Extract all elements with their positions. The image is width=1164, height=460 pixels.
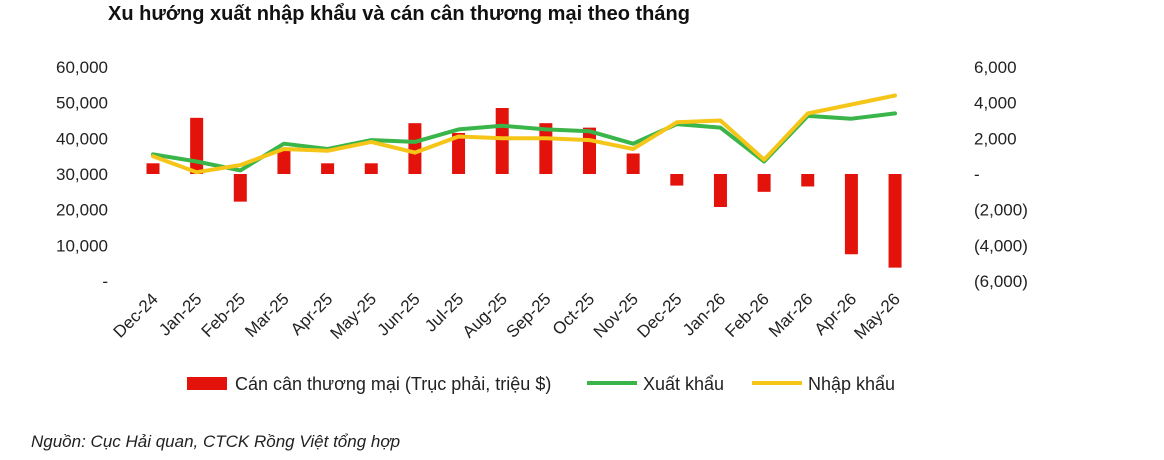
x-tick-label: Nov-25 <box>590 289 642 341</box>
x-tick-label: Sep-25 <box>502 289 554 341</box>
right-axis-ticks: (6,000) (4,000) (2,000) - 2,000 4,000 6,000 <box>974 58 1028 291</box>
x-tick-label: Mar-26 <box>765 289 817 341</box>
legend-label-import: Nhập khẩu <box>808 374 895 394</box>
x-tick-label: May-25 <box>327 289 381 343</box>
x-tick-label: Feb-25 <box>198 289 250 341</box>
left-tick-label: 60,000 <box>56 58 108 77</box>
left-tick-label: - <box>102 272 108 291</box>
balance-bar <box>277 149 291 174</box>
right-tick-label: 6,000 <box>974 58 1017 77</box>
x-tick-label: Dec-25 <box>633 289 685 341</box>
chart-title: Xu hướng xuất nhập khẩu và cán cân thươn… <box>108 3 690 25</box>
balance-bar <box>713 174 727 207</box>
left-tick-label: 50,000 <box>56 94 108 113</box>
x-tick-label: Mar-25 <box>241 289 293 341</box>
x-tick-label: Oct-25 <box>549 289 599 339</box>
right-tick-label: 4,000 <box>974 94 1017 113</box>
balance-bars <box>146 108 902 268</box>
right-tick-label: (6,000) <box>974 272 1028 291</box>
balance-bar <box>626 153 640 174</box>
left-tick-label: 10,000 <box>56 236 108 255</box>
balance-bar <box>670 174 684 186</box>
left-tick-label: 20,000 <box>56 201 108 220</box>
balance-bar <box>757 174 771 192</box>
balance-bar <box>408 123 422 174</box>
balance-bar <box>583 127 596 174</box>
right-tick-label: (2,000) <box>974 201 1028 220</box>
x-tick-label: Dec-24 <box>110 289 162 341</box>
right-tick-label: (4,000) <box>974 236 1028 255</box>
x-tick-label: Jan-25 <box>155 289 205 339</box>
x-axis-ticks: Dec-24Jan-25Feb-25Mar-25Apr-25May-25Jun-… <box>110 289 904 343</box>
legend: Cán cân thương mại (Trục phải, triệu $) X… <box>187 374 895 394</box>
balance-bar <box>321 163 335 174</box>
x-tick-label: Aug-25 <box>459 289 511 341</box>
x-tick-label: Jun-25 <box>374 289 424 339</box>
balance-bar <box>888 174 902 268</box>
balance-bar <box>452 132 466 174</box>
left-tick-label: 40,000 <box>56 129 108 148</box>
balance-bar <box>844 174 858 255</box>
right-tick-label: 2,000 <box>974 129 1017 148</box>
x-tick-label: Jan-26 <box>679 289 729 339</box>
legend-swatch-balance <box>187 377 227 390</box>
import-line <box>151 93 897 175</box>
balance-bar <box>233 174 247 202</box>
balance-bar <box>801 174 815 187</box>
balance-bar <box>190 117 204 174</box>
chart: - 10,000 20,000 30,000 40,000 50,000 60,000 (6… <box>56 58 1028 394</box>
x-tick-label: May-26 <box>850 289 904 343</box>
balance-bar <box>539 123 553 174</box>
right-tick-label: - <box>974 165 980 184</box>
export-line <box>151 111 897 173</box>
legend-label-export: Xuất khẩu <box>643 374 724 394</box>
series-lines <box>151 93 897 175</box>
legend-label-balance: Cán cân thương mại (Trục phải, triệu $) <box>235 374 551 394</box>
balance-bar <box>495 108 509 174</box>
source-note: Nguồn: Cục Hải quan, CTCK Rồng Việt tổng… <box>31 432 401 451</box>
left-tick-label: 30,000 <box>56 165 108 184</box>
balance-bar <box>146 163 160 174</box>
x-tick-label: Feb-26 <box>721 289 773 341</box>
balance-bar <box>364 163 378 174</box>
left-axis-ticks: - 10,000 20,000 30,000 40,000 50,000 60,000 <box>56 58 108 291</box>
